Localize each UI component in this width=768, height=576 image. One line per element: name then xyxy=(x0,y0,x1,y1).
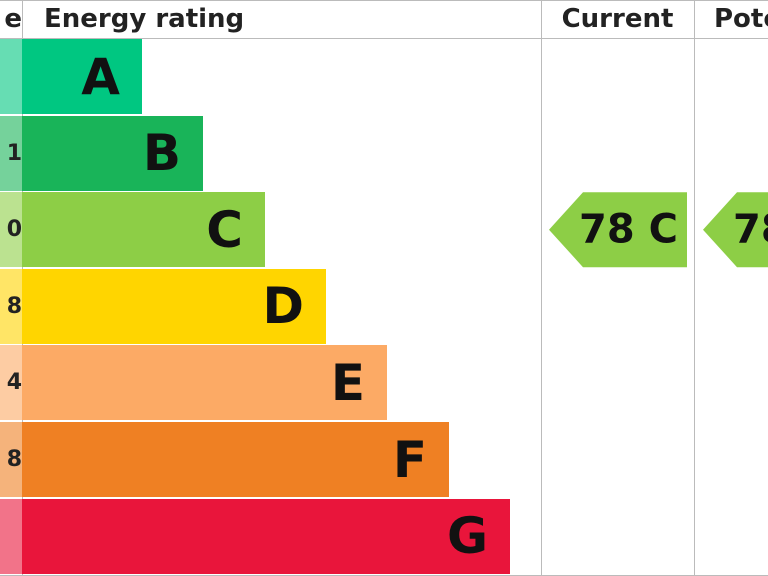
border xyxy=(0,38,768,39)
score-cell xyxy=(0,39,22,114)
score-header: e xyxy=(4,4,22,34)
rating-bar: D xyxy=(22,268,326,344)
rating-bar: G xyxy=(22,498,510,574)
score-cell: 0 xyxy=(0,192,22,268)
rating-bar: C xyxy=(22,192,265,268)
current-label: 78 C xyxy=(579,207,678,253)
border xyxy=(694,0,695,576)
score-cell: 1 xyxy=(0,115,22,191)
potential-label: 78 xyxy=(733,207,768,253)
border xyxy=(0,0,768,1)
rating-header: Energy rating xyxy=(44,4,245,34)
rating-bar: A xyxy=(22,39,142,114)
rating-bar: F xyxy=(22,422,449,497)
current-header: Current xyxy=(561,4,674,34)
current-arrow xyxy=(549,192,687,268)
score-cell: 4 xyxy=(0,345,22,421)
rating-bar: B xyxy=(22,115,203,191)
potential-arrow xyxy=(703,192,768,268)
rating-bar: E xyxy=(22,345,387,421)
score-cell: 8 xyxy=(0,268,22,344)
potential-header: Pote xyxy=(714,4,768,34)
score-cell xyxy=(0,498,22,574)
score-cell: 8 xyxy=(0,422,22,497)
border xyxy=(541,0,542,576)
